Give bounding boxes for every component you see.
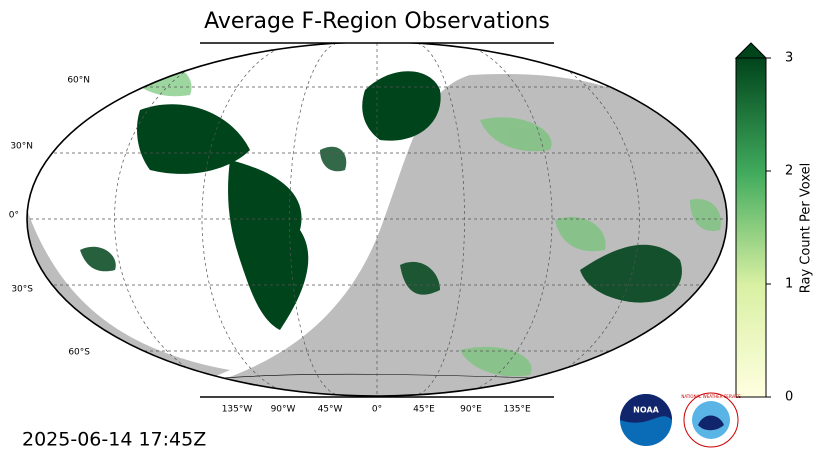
- lat-label: 60°S: [68, 348, 90, 358]
- nws-logo: NATIONAL WEATHER SERVICE: [681, 392, 741, 448]
- meridian: [201, 43, 296, 396]
- colorbar-extend: [734, 42, 768, 59]
- lon-label: 90°W: [271, 405, 296, 415]
- lat-label: 0°: [9, 211, 19, 221]
- noaa-logo: NOAA: [620, 394, 672, 446]
- nws-text: NATIONAL WEATHER SERVICE: [681, 394, 741, 399]
- lat-labels: 60°N 30°N 0° 30°S 60°S: [9, 76, 91, 358]
- meridian: [114, 43, 256, 396]
- colorbar-tick-label: 3: [785, 51, 793, 66]
- meridian: [458, 43, 553, 396]
- lon-label: 135°E: [503, 405, 531, 415]
- night-region: [160, 74, 727, 396]
- map-border: [26, 43, 728, 397]
- colorbar-label: Ray Count Per Voxel: [799, 163, 814, 293]
- lat-label: 60°N: [67, 76, 90, 86]
- lon-labels: 135°W 90°W 45°W 0° 45°E 90°E 135°E: [222, 405, 531, 415]
- meridian: [289, 43, 337, 396]
- timestamp: 2025-06-14 17:45Z: [22, 429, 206, 451]
- lon-label: 0°: [372, 405, 382, 415]
- nws-cloud: [698, 415, 724, 431]
- lat-label: 30°S: [11, 285, 33, 295]
- noaa-text: NOAA: [633, 406, 659, 415]
- colorbar-body: [735, 57, 767, 398]
- meridian: [498, 43, 640, 396]
- colorbar-tick-label: 1: [785, 277, 793, 292]
- colorbar-tick-label: 2: [785, 164, 793, 179]
- lon-label: 90°E: [460, 405, 482, 415]
- colorbar-tick-label: 0: [785, 390, 793, 405]
- noaa-top: [620, 394, 672, 423]
- lat-label: 30°N: [10, 142, 33, 152]
- lon-label: 45°W: [318, 405, 343, 415]
- colorbar: Ray Count Per Voxel 0 1 2 3: [734, 42, 814, 405]
- observation-blobs: [80, 71, 682, 330]
- title: Average F-Region Observations: [204, 9, 550, 34]
- meridian: [417, 43, 465, 396]
- lon-label: 45°E: [413, 405, 435, 415]
- lon-label: 135°W: [222, 405, 253, 415]
